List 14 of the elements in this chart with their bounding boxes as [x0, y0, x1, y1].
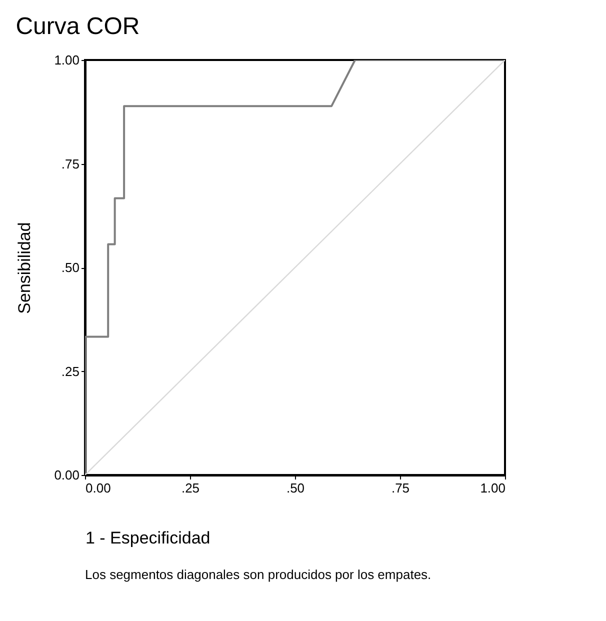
y-tick-label: 1.00: [54, 52, 80, 68]
x-axis-title: 1 - Especificidad: [86, 528, 210, 548]
text: Los segmentos diagonales son producidos por los empates.: [85, 567, 432, 582]
x-tick-label: 0.00: [86, 480, 111, 496]
y-tick-label: .75: [61, 156, 80, 172]
x-tick-label: .75: [391, 480, 410, 496]
y-tick-label: .25: [61, 364, 80, 379]
y-tick-label: 0.00: [54, 468, 80, 482]
x-tick-label: .50: [286, 480, 305, 496]
y-axis-title: Sensibilidad: [15, 222, 34, 314]
y-tick-label: .50: [61, 260, 80, 275]
x-tick-label: 1.00: [480, 480, 506, 496]
chart-title: Curva COR: [16, 13, 140, 40]
x-tick-label: .25: [181, 480, 200, 496]
